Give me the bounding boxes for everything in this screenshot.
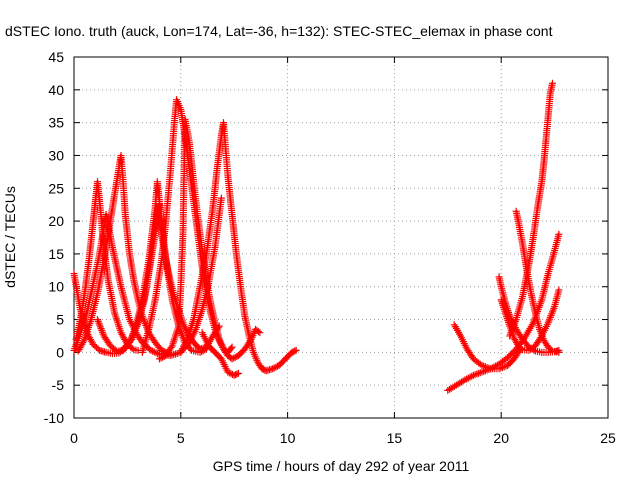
data-point-marker — [150, 348, 158, 356]
y-tick-label: -5 — [52, 377, 65, 393]
data-point-marker — [111, 346, 119, 354]
data-point-marker — [272, 363, 280, 371]
data-point-marker — [92, 343, 100, 351]
data-point-marker — [234, 369, 242, 377]
data-point-marker — [555, 286, 563, 294]
data-point-marker — [152, 349, 160, 357]
data-point-marker — [217, 194, 225, 202]
data-point-marker — [159, 353, 167, 361]
data-point-marker — [512, 337, 520, 345]
x-tick-label: 25 — [600, 430, 616, 446]
data-point-marker — [517, 344, 525, 352]
data-point-marker — [128, 344, 136, 352]
series-8 — [155, 115, 264, 363]
y-axis-label: dSTEC / TECUs — [2, 186, 18, 288]
data-point-marker — [476, 369, 484, 377]
data-point-marker — [478, 361, 486, 369]
data-point-marker — [147, 346, 155, 354]
series-11 — [444, 230, 563, 394]
x-axis-label: GPS time / hours of day 292 of year 2011 — [213, 458, 470, 474]
x-tick-labels: 0 5 10 15 20 25 — [70, 430, 616, 446]
data-point-marker — [228, 355, 236, 363]
data-point-marker — [269, 365, 277, 373]
y-tick-label: 25 — [48, 180, 64, 196]
series-9 — [177, 119, 300, 375]
x-tick-label: 5 — [177, 430, 185, 446]
data-point-marker — [154, 350, 162, 358]
data-points — [70, 79, 563, 394]
data-point-marker — [89, 340, 97, 348]
y-tick-label: 35 — [48, 115, 64, 131]
data-point-marker — [231, 353, 239, 361]
data-point-marker — [167, 343, 175, 351]
data-point-marker — [511, 335, 519, 343]
y-tick-label: 15 — [48, 246, 64, 262]
data-point-marker — [254, 328, 262, 336]
data-point-marker — [547, 346, 555, 354]
data-point-marker — [155, 355, 163, 363]
y-tick-label: 10 — [48, 279, 64, 295]
y-tick-label: 0 — [56, 344, 64, 360]
data-point-marker — [481, 363, 489, 371]
data-point-marker — [510, 334, 518, 342]
series-16 — [506, 79, 556, 340]
data-point-marker — [91, 342, 99, 350]
data-point-marker — [224, 368, 232, 376]
data-point-marker — [256, 329, 264, 337]
y-tick-label: -10 — [44, 410, 64, 426]
data-point-marker — [270, 364, 278, 372]
data-point-marker — [478, 368, 486, 376]
data-point-marker — [469, 371, 477, 379]
data-point-marker — [555, 230, 563, 238]
data-point-marker — [292, 346, 300, 354]
data-point-marker — [233, 370, 241, 378]
y-tick-label: 40 — [48, 82, 64, 98]
data-point-marker — [480, 362, 488, 370]
data-point-marker — [548, 79, 556, 87]
y-tick-label: 20 — [48, 213, 64, 229]
data-point-marker — [473, 370, 481, 378]
data-point-marker — [80, 337, 88, 345]
series-14 — [497, 286, 563, 354]
data-point-marker — [483, 363, 491, 371]
data-point-marker — [291, 347, 299, 355]
y-tick-label: 5 — [56, 312, 64, 328]
y-tick-labels: -10 -5 0 5 10 15 20 25 30 35 40 45 — [44, 49, 64, 426]
chart-title: dSTEC Iono. truth (auck, Lon=174, Lat=-3… — [5, 23, 553, 39]
x-tick-label: 20 — [493, 430, 509, 446]
data-point-marker — [500, 363, 508, 371]
data-point-marker — [468, 372, 476, 380]
plot-frame — [73, 56, 609, 419]
data-point-marker — [475, 369, 483, 377]
data-point-marker — [228, 343, 236, 351]
x-tick-label: 10 — [280, 430, 296, 446]
data-point-marker — [471, 371, 479, 379]
x-tick-label: 0 — [70, 430, 78, 446]
series-10 — [198, 329, 242, 379]
data-point-marker — [230, 354, 238, 362]
data-point-marker — [225, 369, 233, 377]
y-tick-label: 45 — [48, 49, 64, 65]
data-point-marker — [498, 363, 506, 371]
data-point-marker — [497, 364, 505, 372]
data-point-marker — [513, 339, 521, 347]
data-point-marker — [555, 348, 563, 356]
data-point-marker — [485, 364, 493, 372]
data-point-marker — [227, 370, 235, 378]
data-point-marker — [227, 344, 235, 352]
data-point-marker — [157, 354, 165, 362]
data-point-marker — [495, 365, 503, 373]
data-point-marker — [149, 347, 157, 355]
y-tick-label: 30 — [48, 147, 64, 163]
x-tick-label: 15 — [387, 430, 403, 446]
axis-ticks — [73, 56, 609, 419]
